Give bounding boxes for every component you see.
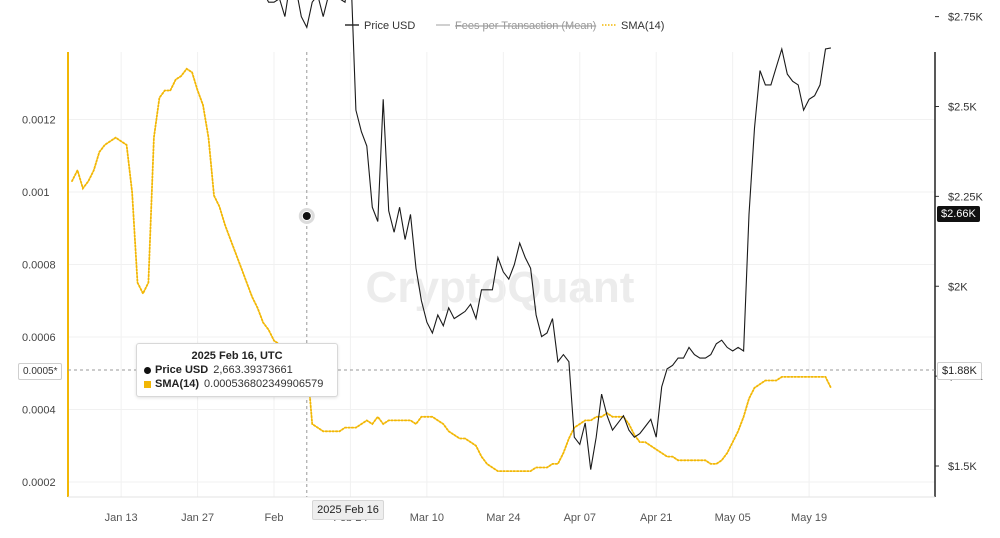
tooltip-title: 2025 Feb 16, UTC <box>191 350 283 362</box>
legend-label: Fees per Transaction (Mean) <box>455 20 596 32</box>
left-tick-label: 0.001 <box>22 187 50 199</box>
x-tick-label: Feb <box>265 512 284 524</box>
price-usd-line <box>266 0 832 470</box>
x-tick-label: May 05 <box>715 512 751 524</box>
price-dot-icon <box>144 366 151 374</box>
legend-label: SMA(14) <box>621 20 664 32</box>
x-tick-label: Mar 24 <box>486 512 520 524</box>
x-tick-label: Mar 10 <box>410 512 444 524</box>
x-tick-label: Jan 27 <box>181 512 214 524</box>
tooltip-price-value: 2,663.39373661 <box>213 364 293 376</box>
x-tick-label: May 19 <box>791 512 827 524</box>
legend-label: Price USD <box>364 20 415 32</box>
right-tick-label: $2.75K <box>948 12 984 24</box>
left-tick-label: 0.0012 <box>22 115 56 127</box>
sma-square-icon <box>144 380 151 388</box>
crosshair-right-label: $1.88K <box>937 362 982 380</box>
crosshair-left-label: 0.0005* <box>18 363 63 380</box>
tooltip-price-name: Price USD <box>155 364 209 376</box>
tooltip-row-price: Price USD 2,663.39373661 <box>144 364 337 376</box>
x-tick-label: Apr 21 <box>640 512 672 524</box>
left-tick-label: 0.0006 <box>22 332 56 344</box>
tooltip-sma-value: 0.000536802349906579 <box>204 378 324 390</box>
crosshair-date-label: 2025 Feb 16 <box>312 500 384 520</box>
tooltip-sma-name: SMA(14) <box>155 378 200 390</box>
price-hover-marker <box>301 211 312 221</box>
left-tick-label: 0.0008 <box>22 260 56 272</box>
right-tick-label: $1.5K <box>948 461 977 473</box>
right-tick-label: $2.5K <box>948 102 977 114</box>
tooltip-row-sma: SMA(14) 0.000536802349906579 <box>144 378 337 390</box>
left-tick-label: 0.0002 <box>22 477 56 489</box>
right-tick-label: $2K <box>948 281 968 293</box>
sma14-line <box>71 67 832 472</box>
watermark-text: CryptoQuant <box>366 263 635 312</box>
right-tick-label: $2.25K <box>948 191 984 203</box>
left-tick-label: 0.0004 <box>22 405 56 417</box>
current-price-label: $2.66K <box>937 206 980 222</box>
chart-tooltip: 2025 Feb 16, UTC Price USD 2,663.3937366… <box>136 343 338 397</box>
x-tick-label: Jan 13 <box>105 512 138 524</box>
x-tick-label: Apr 07 <box>564 512 596 524</box>
